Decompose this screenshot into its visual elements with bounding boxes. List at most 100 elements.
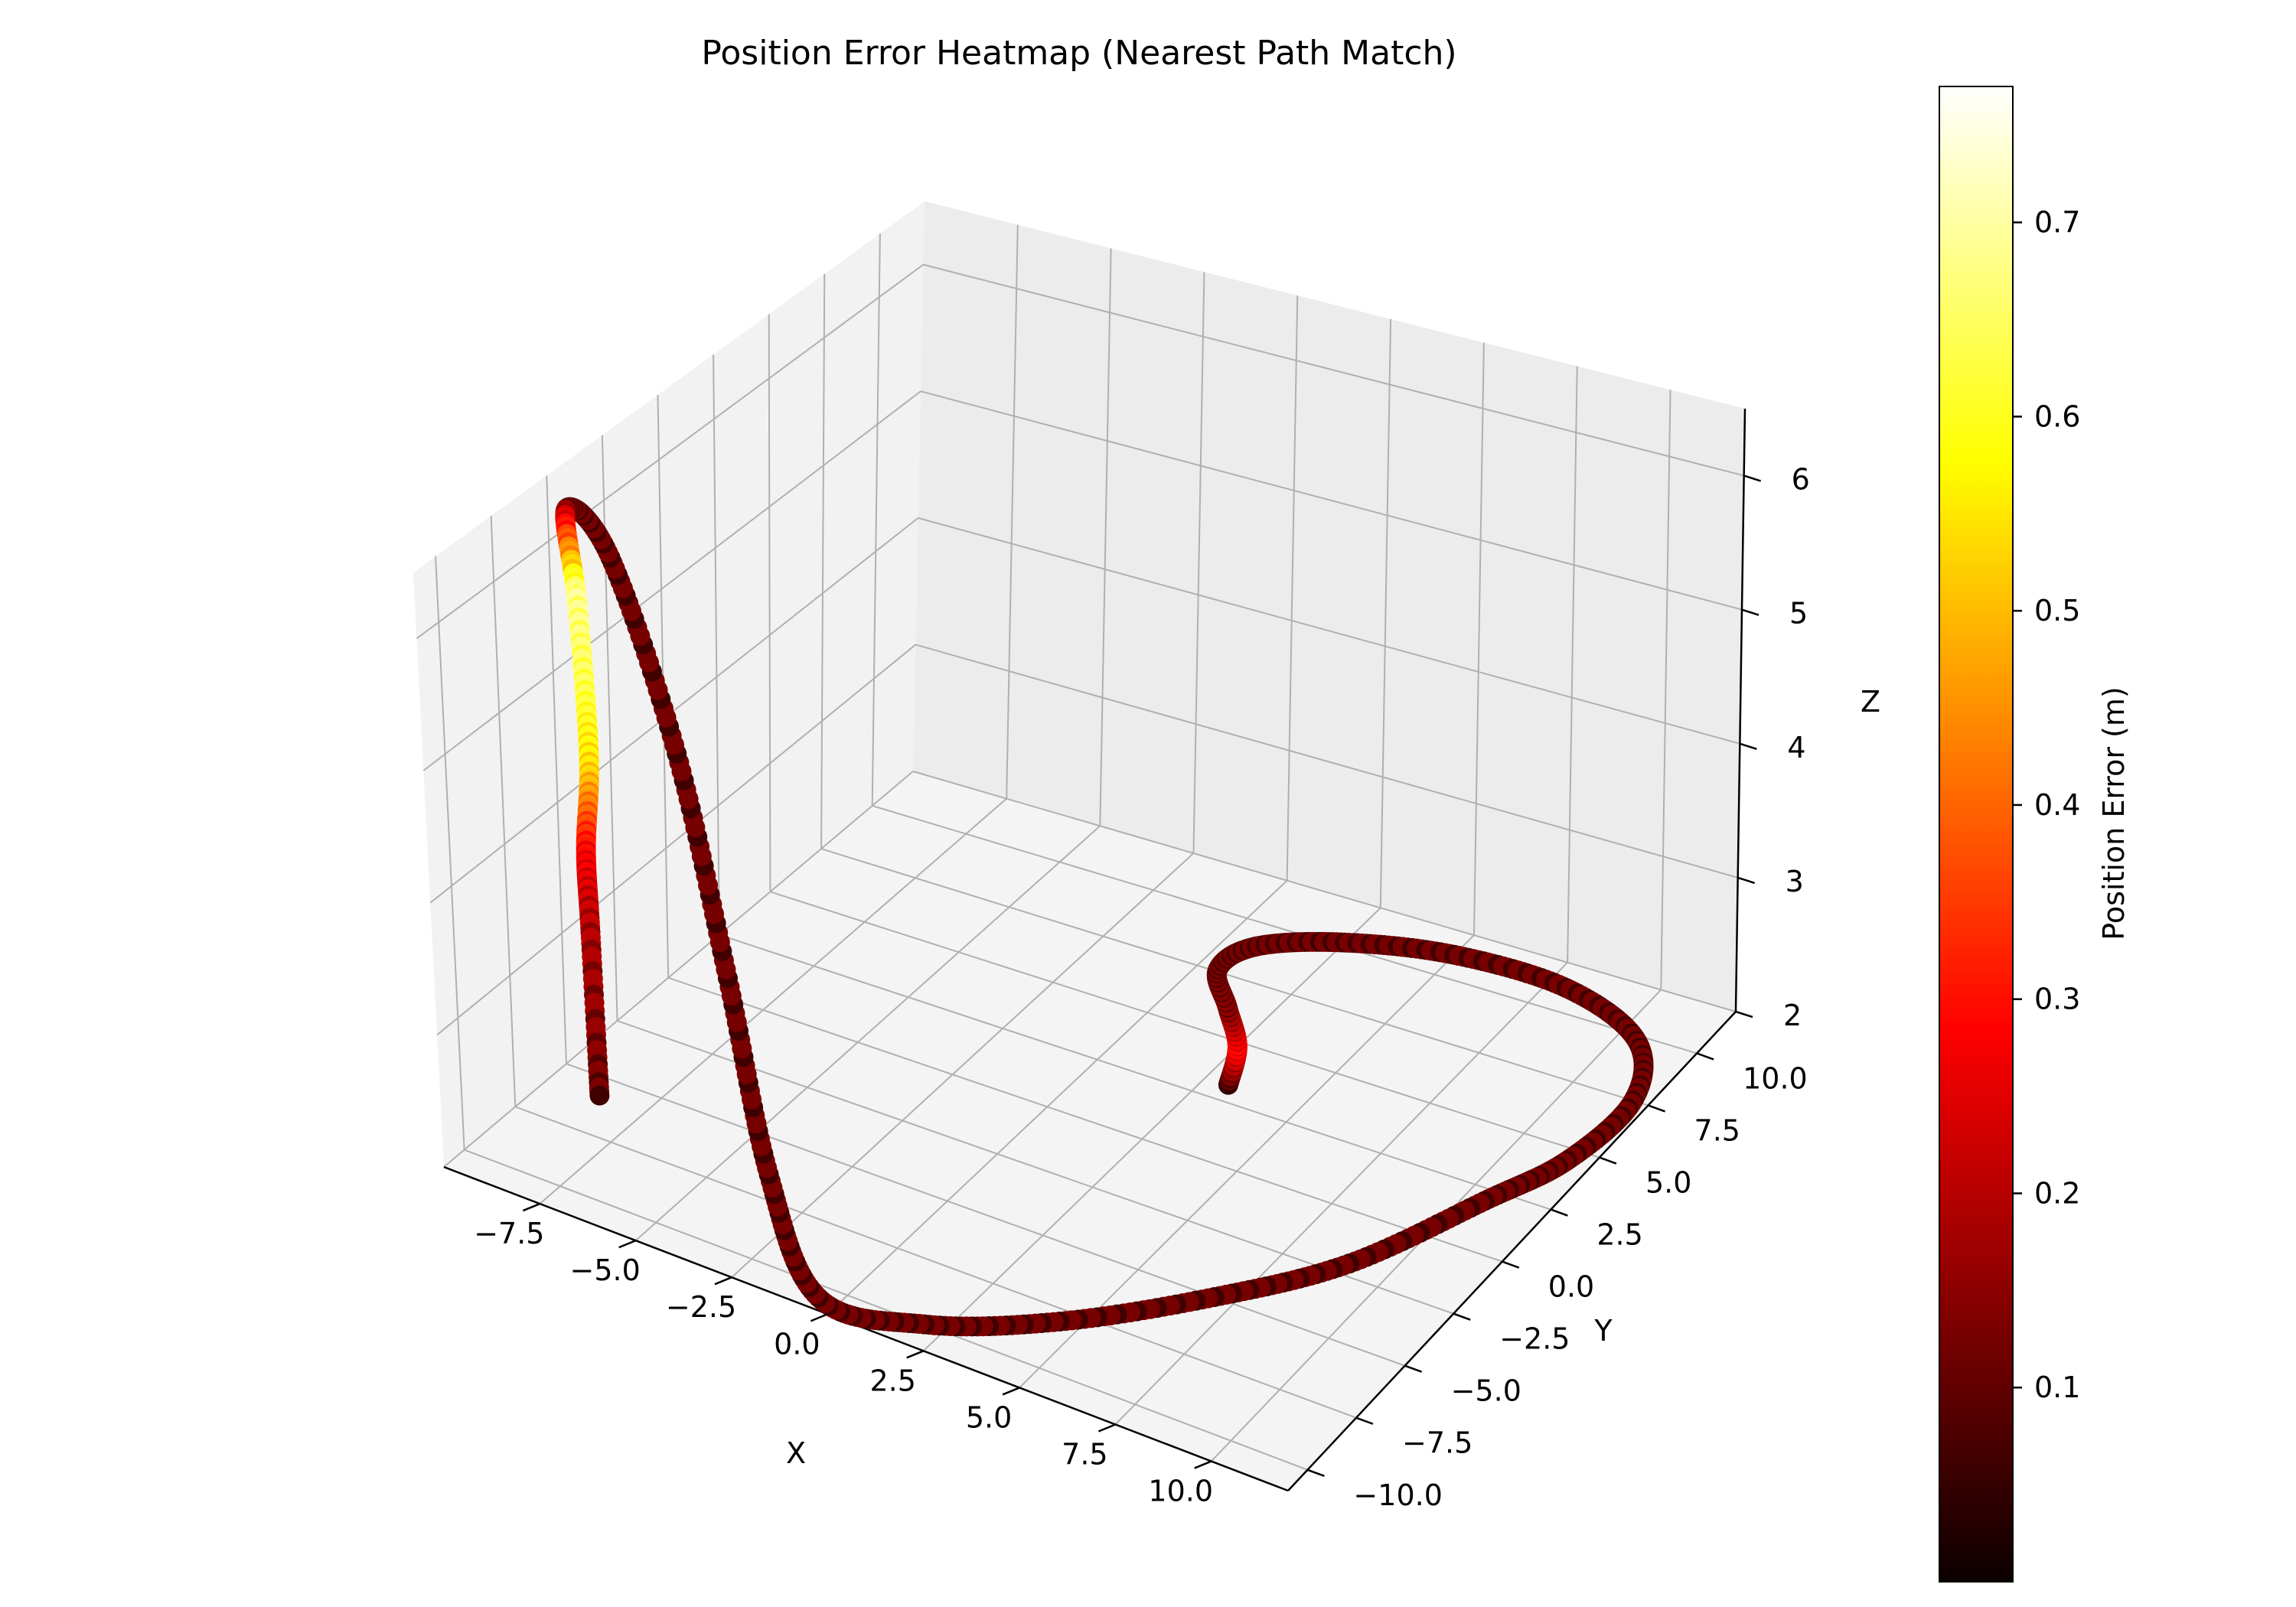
x-tick-label: −2.5 <box>666 1290 736 1324</box>
x-tick <box>1097 1423 1116 1433</box>
colorbar-tick-label: 0.5 <box>2034 594 2080 627</box>
colorbar-tick-label: 0.1 <box>2034 1371 2080 1404</box>
grid-line-x <box>1379 318 1392 908</box>
grid-line-y <box>566 1063 1405 1367</box>
tick-labels: −7.5−5.0−2.50.02.55.07.510.0 −10.0−7.5−5.… <box>474 463 1810 1512</box>
y-tick <box>1599 1156 1617 1165</box>
y-tick <box>1696 1052 1714 1061</box>
z-axis-line <box>1734 408 1746 1012</box>
x-tick-label: 5.0 <box>966 1400 1012 1434</box>
x-tick-label: 7.5 <box>1062 1437 1107 1471</box>
grid-line-y <box>872 804 1698 1054</box>
z-tick-label: 6 <box>1792 463 1810 497</box>
y-tick-label: 5.0 <box>1645 1166 1691 1200</box>
x-tick-label: 0.0 <box>774 1327 820 1361</box>
grid-line-x <box>731 852 1195 1278</box>
x-tick <box>1002 1387 1020 1396</box>
grid-line-y <box>871 233 881 806</box>
grid-line-z <box>429 517 919 904</box>
y-tick-label: 2.5 <box>1596 1218 1642 1252</box>
z-tick <box>1737 876 1756 885</box>
grid-line-y <box>546 475 567 1064</box>
grid-line-x <box>1567 366 1578 963</box>
grid-line-z <box>416 263 924 640</box>
y-tick <box>1502 1260 1520 1269</box>
colorbar-ticks: 0.1 0.2 0.3 0.4 0.5 0.6 0.7 <box>2013 206 2080 1404</box>
grid-line-x <box>1286 295 1299 881</box>
grid-line-x <box>1114 962 1568 1426</box>
grid-line-x <box>1192 272 1205 854</box>
grid-line-y <box>713 354 720 935</box>
grid-line-y <box>514 1106 1357 1419</box>
trajectory-point <box>589 1085 610 1106</box>
z-tick-label: 4 <box>1787 731 1805 764</box>
y-tick-label: 7.5 <box>1694 1113 1740 1147</box>
grid-lines <box>416 224 1744 1471</box>
x-tick <box>618 1239 637 1249</box>
grid-line-y <box>435 556 465 1150</box>
y-tick <box>1453 1312 1471 1321</box>
trajectory-points <box>555 497 1654 1337</box>
x-tick-label: 10.0 <box>1148 1475 1213 1508</box>
x-tick-label: −7.5 <box>474 1217 544 1250</box>
z-tick <box>1735 1010 1753 1019</box>
grid-line-z <box>443 771 914 1168</box>
y-axis-label: Y <box>1593 1314 1613 1348</box>
y-tick-label: 0.0 <box>1548 1270 1594 1304</box>
grid-line-y <box>820 273 826 849</box>
grid-line-x <box>1660 390 1671 990</box>
y-tick-label: −5.0 <box>1451 1374 1521 1408</box>
x-tick <box>522 1202 540 1212</box>
colorbar-gradient <box>1939 86 2014 1583</box>
colorbar: 0.1 0.2 0.3 0.4 0.5 0.6 0.7 Position Error (m) <box>1939 86 2131 1583</box>
y-tick-label: −7.5 <box>1402 1426 1473 1460</box>
grid-line-y <box>667 976 1503 1263</box>
z-axis-label: Z <box>1861 685 1880 719</box>
z-tick-label: 3 <box>1786 865 1804 898</box>
grid-line-x <box>827 880 1288 1315</box>
axis-lines <box>443 408 1746 1492</box>
grid-line-z <box>918 517 1740 745</box>
grid-line-x <box>1099 248 1112 826</box>
y-axis-line <box>1287 1011 1737 1491</box>
x-tick <box>1194 1460 1212 1469</box>
grid-line-x <box>1006 224 1019 799</box>
z-tick-label: 2 <box>1783 999 1802 1032</box>
grid-line-z <box>436 644 916 1036</box>
grid-line-x <box>1473 342 1485 936</box>
x-tick <box>906 1350 925 1359</box>
x-tick <box>714 1276 732 1286</box>
y-tick <box>1355 1416 1374 1425</box>
colorbar-label: Position Error (m) <box>2097 686 2131 940</box>
tick-marks <box>522 474 1762 1477</box>
y-tick <box>1404 1364 1423 1373</box>
grid-line-x <box>539 797 1007 1204</box>
colorbar-tick-label: 0.6 <box>2034 399 2080 433</box>
grid-line-z <box>912 771 1737 1012</box>
grid-line-x <box>635 825 1101 1241</box>
grid-line-y <box>768 314 771 892</box>
grid-line-y <box>770 891 1600 1159</box>
y-tick-label: −2.5 <box>1499 1322 1570 1356</box>
x-axis-line <box>443 1165 1289 1492</box>
z-tick <box>1739 742 1757 750</box>
z-tick <box>1741 608 1760 616</box>
grid-line-z <box>920 390 1743 611</box>
grid-line-z <box>923 263 1744 477</box>
x-tick-label: 2.5 <box>869 1364 915 1397</box>
colorbar-tick-label: 0.2 <box>2034 1176 2080 1210</box>
back-left-pane <box>413 201 925 1167</box>
chart-title: Position Error Heatmap (Nearest Path Mat… <box>701 34 1456 73</box>
grid-line-x <box>923 907 1381 1352</box>
colorbar-tick-label: 0.3 <box>2034 983 2080 1016</box>
grid-line-z <box>422 390 921 771</box>
grid-line-y <box>464 1149 1308 1471</box>
y-tick-label: 10.0 <box>1743 1061 1808 1095</box>
y-tick <box>1307 1468 1325 1477</box>
colorbar-tick-label: 0.4 <box>2034 788 2080 822</box>
z-tick <box>1743 474 1762 482</box>
grid-line-y <box>719 934 1551 1211</box>
grid-line-y <box>490 516 517 1107</box>
grid-line-z <box>915 644 1738 878</box>
